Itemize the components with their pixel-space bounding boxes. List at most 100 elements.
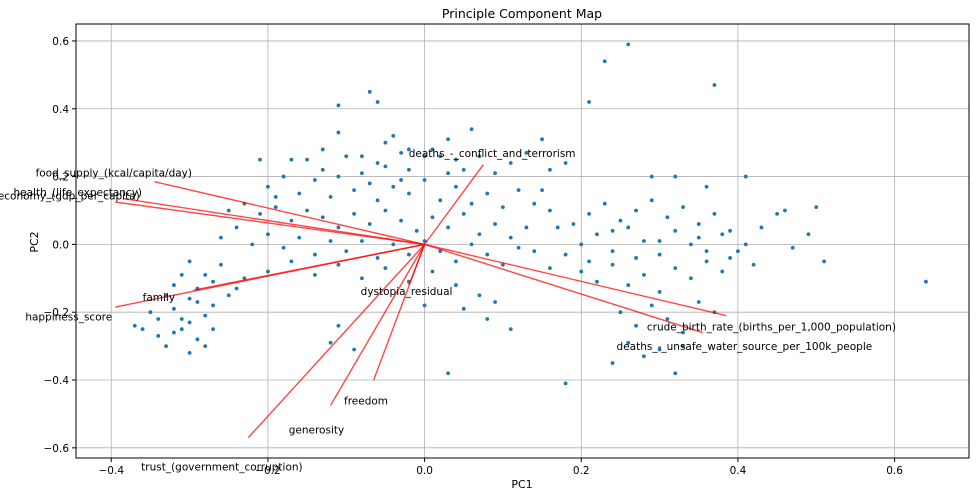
loading-vector-line [329,244,426,406]
data-point [657,252,662,257]
data-point [360,239,364,243]
data-point [430,269,435,274]
data-point [736,249,740,254]
chart-title: Principle Component Map [442,6,602,21]
loading-vector-line [122,197,425,246]
data-point [226,208,231,213]
data-point [203,313,208,318]
data-point [336,174,341,179]
data-point [446,371,450,376]
loading-vector-line [115,243,425,308]
data-point [187,350,192,355]
data-point [273,195,278,199]
data-point [407,252,411,257]
data-point [203,273,208,277]
data-point [360,276,364,281]
data-point [391,242,396,247]
data-point [610,228,615,233]
data-point [649,303,654,308]
data-point [712,83,717,87]
loading-vector-line [424,243,703,334]
data-point [430,215,435,220]
data-point [814,205,819,209]
loading-vector-line [424,243,727,317]
data-point [367,89,372,94]
loading-vector-line [247,243,426,439]
data-point [461,211,466,216]
data-point [587,211,591,216]
loading-vector-line [115,201,425,246]
data-point [493,300,497,304]
x-tick-label: 0.6 [886,465,903,477]
x-axis-label: PC1 [511,478,532,491]
data-point [822,259,826,264]
data-point [689,276,693,281]
data-point [524,150,529,155]
data-point [383,208,388,213]
data-point [336,130,341,135]
data-point [720,232,725,237]
data-point [179,273,184,277]
data-point [563,381,568,386]
data-point [360,154,364,159]
data-point [548,266,552,271]
data-point [375,161,380,165]
loading-vector-label: economy_(gdp_per_capita) [0,191,140,203]
loading-vector-line [424,164,484,245]
data-point [626,340,631,345]
data-point [219,262,223,267]
data-point [532,249,537,254]
data-point [375,256,380,260]
data-point [555,225,560,230]
data-point [743,242,748,247]
data-point [156,317,161,321]
loading-vector-label: crude_birth_rate_(births_per_1,000_popul… [647,321,896,333]
data-point [156,334,161,338]
loading-vector-label: freedom [344,395,388,407]
data-point [422,303,427,308]
data-point [704,259,709,264]
data-point [618,310,623,315]
y-tick-label: 0.0 [52,239,69,251]
data-point [469,201,474,206]
data-point [642,354,646,359]
data-point [336,225,341,230]
loading-vector-label: deaths_-_unsafe_water_source_per_100k_pe… [617,341,873,353]
data-point [704,184,709,189]
data-point [540,188,544,193]
data-point [336,262,341,267]
x-tick-label: 0.2 [573,465,590,477]
data-point [313,252,317,257]
data-point [595,232,599,237]
data-point [297,235,302,240]
data-point [610,262,615,267]
data-point [579,242,584,247]
data-point [344,154,349,159]
data-point [610,249,615,254]
data-point [634,208,638,213]
data-point [673,266,678,271]
data-point [336,323,341,328]
data-point [140,327,145,332]
x-tick-label: −0.2 [255,465,281,477]
y-tick-label: 0.4 [52,104,69,116]
data-point [649,198,654,203]
data-point [548,208,552,213]
data-point [696,222,701,226]
data-point [579,269,584,274]
data-point [383,140,388,145]
y-tick-label: 0.6 [52,36,69,48]
data-point [469,242,474,247]
data-point [266,269,270,274]
data-point [352,188,356,193]
data-point [775,211,779,216]
data-point [313,178,317,182]
data-point [211,303,215,308]
loading-vector-label: trust_(government_corruption) [141,462,302,474]
data-point [344,249,349,254]
data-point [532,201,537,206]
data-point [211,327,215,332]
data-point [657,289,662,294]
data-point [187,296,192,301]
